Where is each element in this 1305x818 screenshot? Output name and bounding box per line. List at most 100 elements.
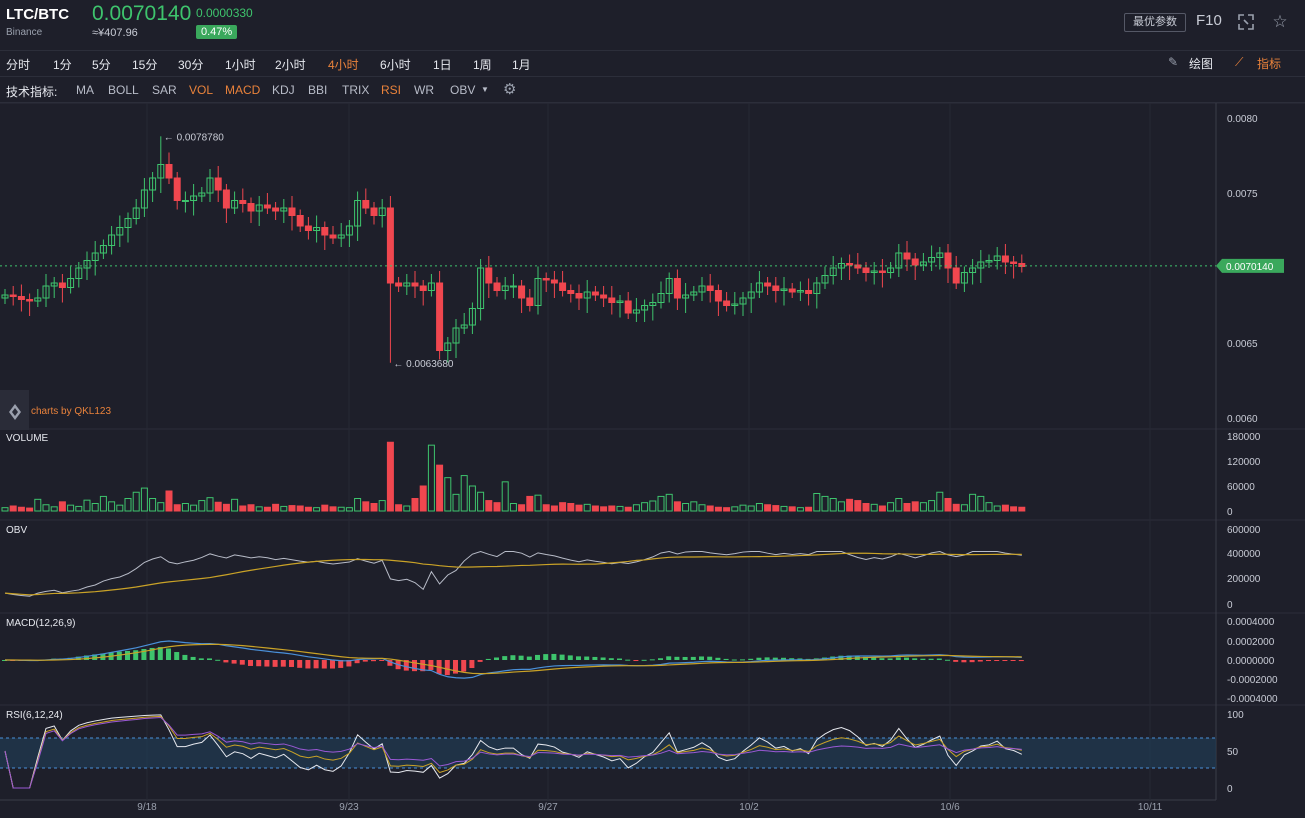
macd-histogram-bar bbox=[797, 658, 803, 660]
last-price: 0.0070140 bbox=[92, 2, 192, 25]
time-tick-label: 10/2 bbox=[739, 802, 759, 813]
macd-histogram-bar bbox=[969, 660, 975, 663]
candle-body bbox=[255, 204, 263, 212]
star-icon[interactable]: ☆ bbox=[1272, 12, 1288, 31]
candle-body bbox=[91, 252, 99, 261]
price-tick-label: 0.0075 bbox=[1227, 189, 1258, 200]
rsi-tick-label: 50 bbox=[1227, 747, 1239, 758]
candle-body bbox=[280, 207, 288, 212]
candle-body bbox=[477, 267, 485, 309]
macd-histogram-bar bbox=[748, 658, 754, 660]
volume-bar bbox=[140, 487, 148, 512]
macd-histogram-bar bbox=[756, 657, 762, 660]
volume-bar bbox=[698, 504, 706, 512]
timeframe-8[interactable]: 6小时 bbox=[380, 58, 411, 72]
candle-body bbox=[632, 309, 640, 314]
macd-histogram-bar bbox=[715, 657, 721, 660]
volume-bar bbox=[657, 495, 665, 512]
candle-body bbox=[239, 200, 247, 204]
indicator-bbi[interactable]: BBI bbox=[308, 83, 328, 97]
macd-histogram-bar bbox=[2, 660, 7, 661]
rsi-tick-label: 100 bbox=[1227, 710, 1244, 721]
candle-body bbox=[673, 278, 681, 299]
macd-histogram-bar bbox=[551, 653, 557, 660]
volume-bar bbox=[690, 501, 698, 512]
volume-bar bbox=[436, 464, 444, 512]
timeframe-7[interactable]: 4小时 bbox=[328, 58, 359, 72]
volume-bar bbox=[878, 505, 886, 512]
indicator-kdj[interactable]: KDJ bbox=[272, 83, 295, 97]
macd-histogram-bar bbox=[559, 654, 565, 660]
timeframe-4[interactable]: 30分 bbox=[178, 58, 204, 72]
indicator-trix[interactable]: TRIX bbox=[342, 83, 370, 97]
macd-histogram-bar bbox=[469, 660, 475, 669]
optimal-params-button[interactable]: 最优参数 bbox=[1124, 13, 1186, 32]
indicator-macd[interactable]: MACD bbox=[225, 83, 261, 97]
draw-button[interactable]: 绘图 bbox=[1189, 57, 1214, 71]
indicator-rsi[interactable]: RSI bbox=[381, 83, 402, 97]
indicator-vol[interactable]: VOL bbox=[189, 83, 214, 97]
candle-body bbox=[157, 164, 165, 179]
macd-histogram-bar bbox=[116, 651, 122, 660]
volume-bar bbox=[665, 493, 673, 512]
timeframe-2[interactable]: 5分 bbox=[92, 58, 111, 72]
macd-histogram-bar bbox=[592, 656, 598, 660]
volume-bar bbox=[805, 506, 813, 512]
macd-histogram-bar bbox=[641, 659, 647, 661]
timeframe-11[interactable]: 1月 bbox=[512, 58, 531, 72]
volume-bar bbox=[608, 505, 616, 512]
candle-body bbox=[403, 282, 411, 287]
candle-body bbox=[198, 192, 206, 197]
indicator-obv[interactable]: OBV bbox=[450, 83, 476, 97]
indicator-boll[interactable]: BOLL bbox=[108, 83, 139, 97]
indicator-sar[interactable]: SAR bbox=[152, 83, 177, 97]
timeframe-9[interactable]: 1日 bbox=[433, 58, 452, 72]
volume-tick-label: 60000 bbox=[1227, 482, 1255, 493]
timeframe-3[interactable]: 15分 bbox=[132, 58, 158, 72]
volume-bar bbox=[993, 505, 1001, 512]
macd-histogram-bar bbox=[256, 660, 262, 667]
candle-body bbox=[485, 267, 493, 284]
macd-histogram-bar bbox=[248, 660, 253, 666]
timeframe-1[interactable]: 1分 bbox=[53, 58, 72, 72]
macd-dif-line bbox=[4, 640, 1022, 679]
macd-histogram-bar bbox=[994, 660, 1000, 661]
macd-histogram-bar bbox=[166, 648, 171, 660]
candle-body bbox=[641, 305, 649, 311]
indicator-button[interactable]: 指标 bbox=[1257, 57, 1282, 71]
volume-bar bbox=[34, 498, 42, 512]
macd-histogram-bar bbox=[772, 657, 778, 660]
gear-icon[interactable]: ⚙ bbox=[503, 81, 517, 98]
volume-bar bbox=[1010, 506, 1018, 512]
expand-icon[interactable] bbox=[1236, 12, 1256, 32]
timeframe-10[interactable]: 1周 bbox=[473, 58, 492, 72]
volume-bar bbox=[526, 495, 534, 512]
volume-bar bbox=[887, 502, 895, 512]
volume-bar bbox=[772, 505, 780, 512]
volume-bar bbox=[624, 506, 632, 512]
volume-bar bbox=[739, 504, 747, 512]
indicator-wr[interactable]: WR bbox=[414, 83, 434, 97]
candle-body bbox=[657, 293, 665, 303]
candle-body bbox=[542, 278, 550, 281]
candle-body bbox=[296, 215, 304, 227]
candle-body bbox=[149, 177, 157, 191]
chevron-down-icon[interactable]: ▼ bbox=[481, 85, 489, 94]
candle-body bbox=[960, 272, 968, 284]
timeframe-5[interactable]: 1小时 bbox=[225, 58, 256, 72]
macd-histogram-bar bbox=[1002, 660, 1008, 661]
timeframe-0[interactable]: 分时 bbox=[6, 58, 31, 72]
time-tick-label: 10/6 bbox=[940, 802, 960, 813]
indicator-ma[interactable]: MA bbox=[76, 83, 94, 97]
volume-bar bbox=[345, 507, 353, 512]
macd-histogram-bar bbox=[239, 660, 245, 665]
f10-button[interactable]: F10 bbox=[1196, 12, 1222, 29]
macd-histogram-bar bbox=[371, 660, 376, 662]
price-tick-label: 0.0060 bbox=[1227, 414, 1258, 425]
candle-body bbox=[370, 207, 378, 216]
candle-body bbox=[829, 267, 837, 276]
timeframe-6[interactable]: 2小时 bbox=[275, 58, 306, 72]
volume-bar bbox=[673, 501, 681, 512]
candle-body bbox=[124, 218, 132, 228]
